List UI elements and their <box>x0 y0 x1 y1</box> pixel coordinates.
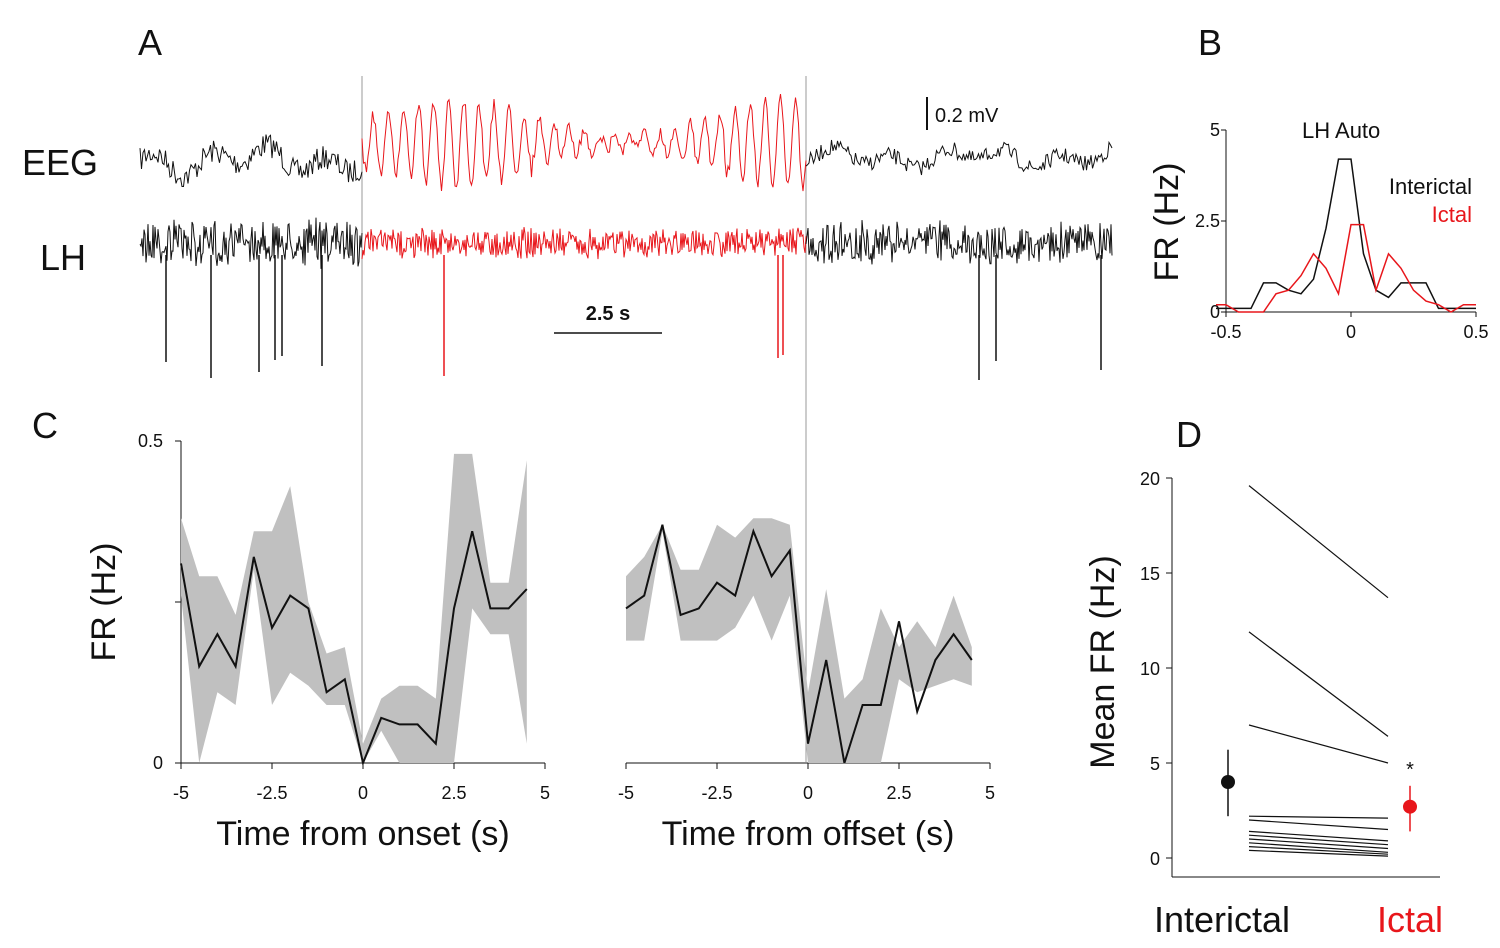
panel-b-xtick-label: 0.5 <box>1463 322 1488 342</box>
panel-c-xtick-label: 2.5 <box>441 783 466 803</box>
panel-b-ticks: -0.5 0 0.502.55 <box>1195 120 1489 342</box>
panel-d-category-interictal: Interictal <box>1154 899 1290 940</box>
panel-d-pair-line <box>1248 724 1389 764</box>
panel-b-autocorrelogram: -0.5 0 0.502.55 LH Auto Interictal Ictal F… <box>1148 118 1489 342</box>
panel-c-ylabel: FR (Hz) <box>85 543 123 662</box>
panel-b-ytick-label: 5 <box>1210 120 1220 140</box>
panel-c-onset-chart: -5 -2.5 0 2.5 5 0 0.5 Time from onset (s) FR (… <box>85 431 550 853</box>
panel-d-ylabel: Mean FR (Hz) <box>1084 555 1122 768</box>
panel-c-xtick-label: -2.5 <box>256 783 287 803</box>
panel-d-pair-line <box>1248 849 1389 857</box>
panel-b-ytick-label: 0 <box>1210 302 1220 322</box>
panel-b-legend-ictal: Ictal <box>1432 202 1472 227</box>
panel-c-xtick-label: 5 <box>540 783 550 803</box>
voltage-scale-label: 0.2 mV <box>935 105 999 127</box>
lh-trace-interictal-pre <box>139 217 363 269</box>
panel-b-legend-interictal: Interictal <box>1389 174 1472 199</box>
panel-d-ytick-label: 15 <box>1140 564 1160 584</box>
panel-d-summary-points <box>1221 749 1417 832</box>
eeg-trace-ictal <box>361 94 807 192</box>
eeg-trace <box>139 94 1113 192</box>
panel-c-xtick-label: -5 <box>173 783 189 803</box>
panel-c-onset-xlabel: Time from onset (s) <box>216 815 509 853</box>
panel-d-paired-lines <box>1248 485 1389 857</box>
eeg-trace-interictal-post <box>805 139 1113 176</box>
panel-d-category-ictal: Ictal <box>1377 899 1443 940</box>
panel-d-significance: * <box>1406 759 1414 781</box>
panel-d-mean-point-interictal <box>1221 775 1235 789</box>
eeg-trace-interictal-pre <box>139 134 363 187</box>
panel-c-offset-mean-line <box>625 524 973 764</box>
panel-c-onset-band <box>181 453 527 763</box>
panel-letter-a: A <box>138 22 162 63</box>
panel-d-mean-fr: 0 5 10 15 20 * Mean FR (Hz) Interictal Ictal <box>1084 469 1443 940</box>
lh-trace <box>139 217 1113 380</box>
panel-c-offset-ticks: -5 -2.5 0 2.5 5 <box>618 763 995 803</box>
panel-c-ytick-label: 0 <box>153 753 163 773</box>
panel-d-pair-line <box>1248 819 1389 831</box>
panel-d-ytick-label: 20 <box>1140 469 1160 489</box>
panel-letter-d: D <box>1176 414 1202 455</box>
panel-d-pair-line <box>1248 842 1389 853</box>
panel-c-xtick-label: -5 <box>618 783 634 803</box>
panel-c-xtick-label: 5 <box>985 783 995 803</box>
lh-trace-ictal <box>361 227 807 260</box>
panel-c-offset-xlabel: Time from offset (s) <box>662 815 955 853</box>
panel-c-xtick-label: -2.5 <box>701 783 732 803</box>
panel-d-pair-line <box>1248 838 1389 850</box>
lh-spikes <box>165 255 1102 380</box>
panel-c-xtick-label: 2.5 <box>886 783 911 803</box>
panel-b-ytick-label: 2.5 <box>1195 211 1220 231</box>
panel-c-xtick-label: 0 <box>803 783 813 803</box>
panel-c-onset-ticks: -5 -2.5 0 2.5 5 0 0.5 <box>138 431 550 803</box>
panel-b-xtick-label: 0 <box>1346 322 1356 342</box>
panel-c-offset-chart: -5 -2.5 0 2.5 5 Time from offset (s) <box>618 518 995 853</box>
panel-d-ticks: 0 5 10 15 20 <box>1140 469 1172 869</box>
panel-d-pair-line <box>1248 830 1389 842</box>
eeg-label: EEG <box>22 142 98 183</box>
panel-d-pair-line <box>1248 846 1389 855</box>
panel-c-onset-mean-line <box>180 530 528 767</box>
panel-b-series-ictal <box>1216 223 1476 313</box>
panel-b-series-interictal <box>1216 158 1476 310</box>
panel-b-ylabel: FR (Hz) <box>1148 163 1186 282</box>
panel-d-pair-line <box>1248 815 1389 819</box>
panel-d-pair-line <box>1248 631 1389 737</box>
panel-letter-c: C <box>32 405 58 446</box>
panel-letter-b: B <box>1198 22 1222 63</box>
lh-trace-interictal-post <box>805 220 1113 265</box>
panel-b-xtick-label: -0.5 <box>1210 322 1241 342</box>
panel-d-mean-point-ictal <box>1403 799 1417 814</box>
panel-c-xtick-label: 0 <box>358 783 368 803</box>
panel-d-ytick-label: 0 <box>1150 849 1160 869</box>
panel-d-ytick-label: 10 <box>1140 659 1160 679</box>
panel-c-ytick-label: 0.5 <box>138 431 163 451</box>
panel-d-pair-line <box>1248 485 1389 599</box>
lh-label: LH <box>40 237 86 278</box>
time-scale-label: 2.5 s <box>586 303 630 325</box>
panel-b-title: LH Auto <box>1302 118 1380 143</box>
panel-d-ytick-label: 5 <box>1150 754 1160 774</box>
panel-d-pair-line <box>1248 834 1389 846</box>
